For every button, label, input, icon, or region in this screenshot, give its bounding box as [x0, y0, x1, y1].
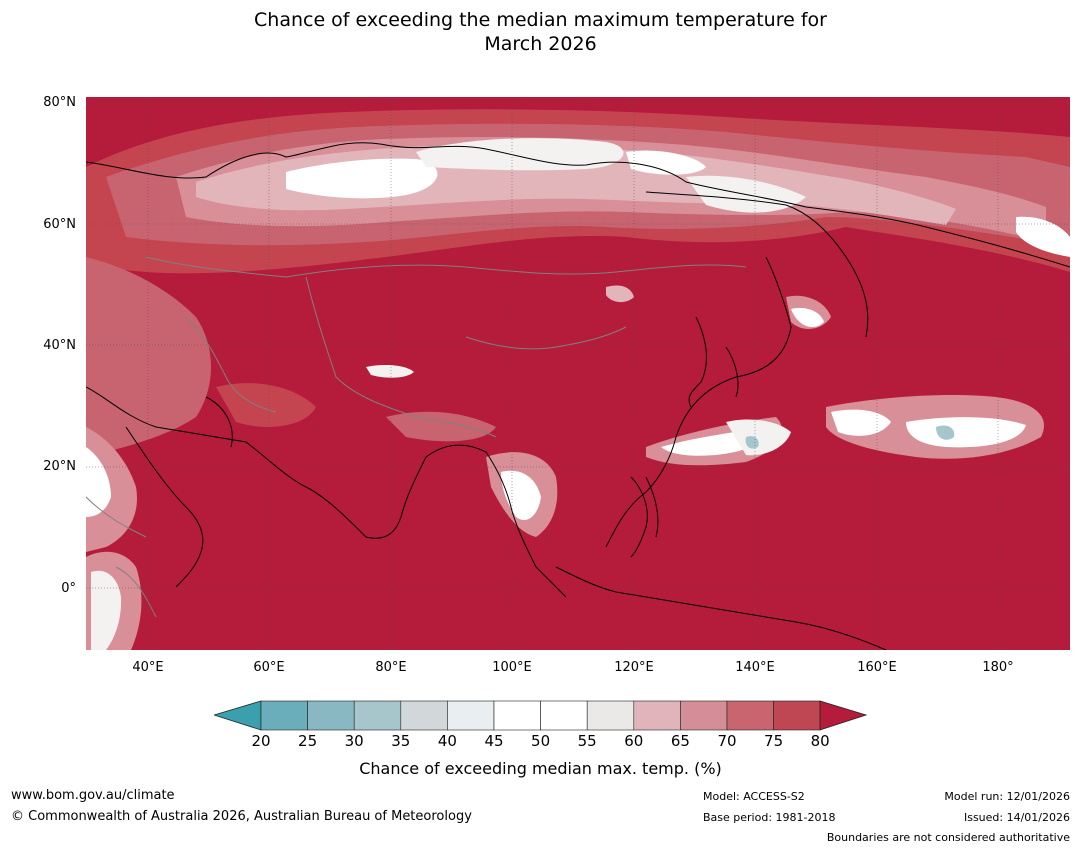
- colorbar-bin: [726, 700, 774, 731]
- colorbar-bin: [540, 700, 588, 731]
- tropics-bands: [366, 285, 1044, 537]
- probability-map: [86, 97, 1070, 650]
- lon-label-60e: 60°E: [253, 660, 285, 675]
- west-asia-africa-bands: [86, 257, 316, 650]
- lat-label-40n: 40°N: [43, 338, 76, 353]
- colorbar-tick-label: 45: [484, 732, 504, 750]
- colorbar-tick-label: 75: [764, 732, 784, 750]
- colorbar-bin: [586, 700, 635, 731]
- lon-label-80e: 80°E: [375, 660, 407, 675]
- map-title-line1: Chance of exceeding the median maximum t…: [254, 9, 827, 31]
- colorbar: [214, 700, 868, 731]
- country-borders: [86, 256, 747, 618]
- colorbar-bins: [260, 700, 821, 731]
- colorbar-bin: [633, 700, 681, 731]
- lon-label-160e: 160°E: [857, 660, 897, 675]
- issued-text: Issued: 14/01/2026: [963, 811, 1070, 824]
- colorbar-tick-label: 25: [298, 732, 318, 750]
- model-run-text: Model run: 12/01/2026: [944, 790, 1070, 803]
- disclaimer-text: Boundaries are not considered authoritat…: [826, 831, 1070, 844]
- lat-label-0: 0°: [61, 581, 76, 596]
- colorbar-bin: [260, 700, 308, 731]
- colorbar-tick-label: 20: [251, 732, 271, 750]
- colorbar-tick-label: 30: [344, 732, 364, 750]
- northern-eurasia-bands: [86, 109, 1070, 274]
- website-link[interactable]: www.bom.gov.au/climate: [11, 788, 175, 803]
- colorbar-tick-label: 65: [670, 732, 690, 750]
- lon-label-140e: 140°E: [735, 660, 775, 675]
- colorbar-bin: [447, 700, 495, 731]
- colorbar-tick-label: 55: [577, 732, 597, 750]
- colorbar-tick-label: 60: [624, 732, 644, 750]
- lon-label-100e: 100°E: [492, 660, 532, 675]
- map-title: Chance of exceeding the median maximum t…: [0, 8, 1081, 56]
- lat-label-20n: 20°N: [43, 459, 76, 474]
- colorbar-bin: [773, 700, 821, 731]
- lat-label-60n: 60°N: [43, 217, 76, 232]
- colorbar-high-arrow: [819, 700, 868, 731]
- copyright-text: © Commonwealth of Australia 2026, Austra…: [11, 809, 472, 824]
- colorbar-title: Chance of exceeding median max. temp. (%…: [359, 759, 722, 778]
- model-text: Model: ACCESS-S2: [703, 790, 805, 803]
- colorbar-bin: [353, 700, 402, 731]
- colorbar-bin: [680, 700, 728, 731]
- colorbar-tick-label: 80: [810, 732, 830, 750]
- colorbar-tick-label: 40: [437, 732, 457, 750]
- lat-label-80n: 80°N: [43, 95, 76, 110]
- lon-label-40e: 40°E: [132, 660, 164, 675]
- graticule: [86, 97, 1070, 650]
- lon-label-180: 180°: [982, 660, 1014, 675]
- colorbar-bin: [493, 700, 541, 731]
- colorbar-tick-label: 35: [391, 732, 411, 750]
- coastlines: [86, 142, 1070, 650]
- base-period-text: Base period: 1981-2018: [703, 811, 836, 824]
- colorbar-tick-label: 70: [717, 732, 737, 750]
- colorbar-bin: [400, 700, 448, 731]
- colorbar-bin: [307, 700, 355, 731]
- colorbar-low-arrow: [214, 700, 262, 731]
- lon-label-120e: 120°E: [614, 660, 654, 675]
- colorbar-tick-label: 50: [531, 732, 551, 750]
- map-title-line2: March 2026: [484, 33, 597, 55]
